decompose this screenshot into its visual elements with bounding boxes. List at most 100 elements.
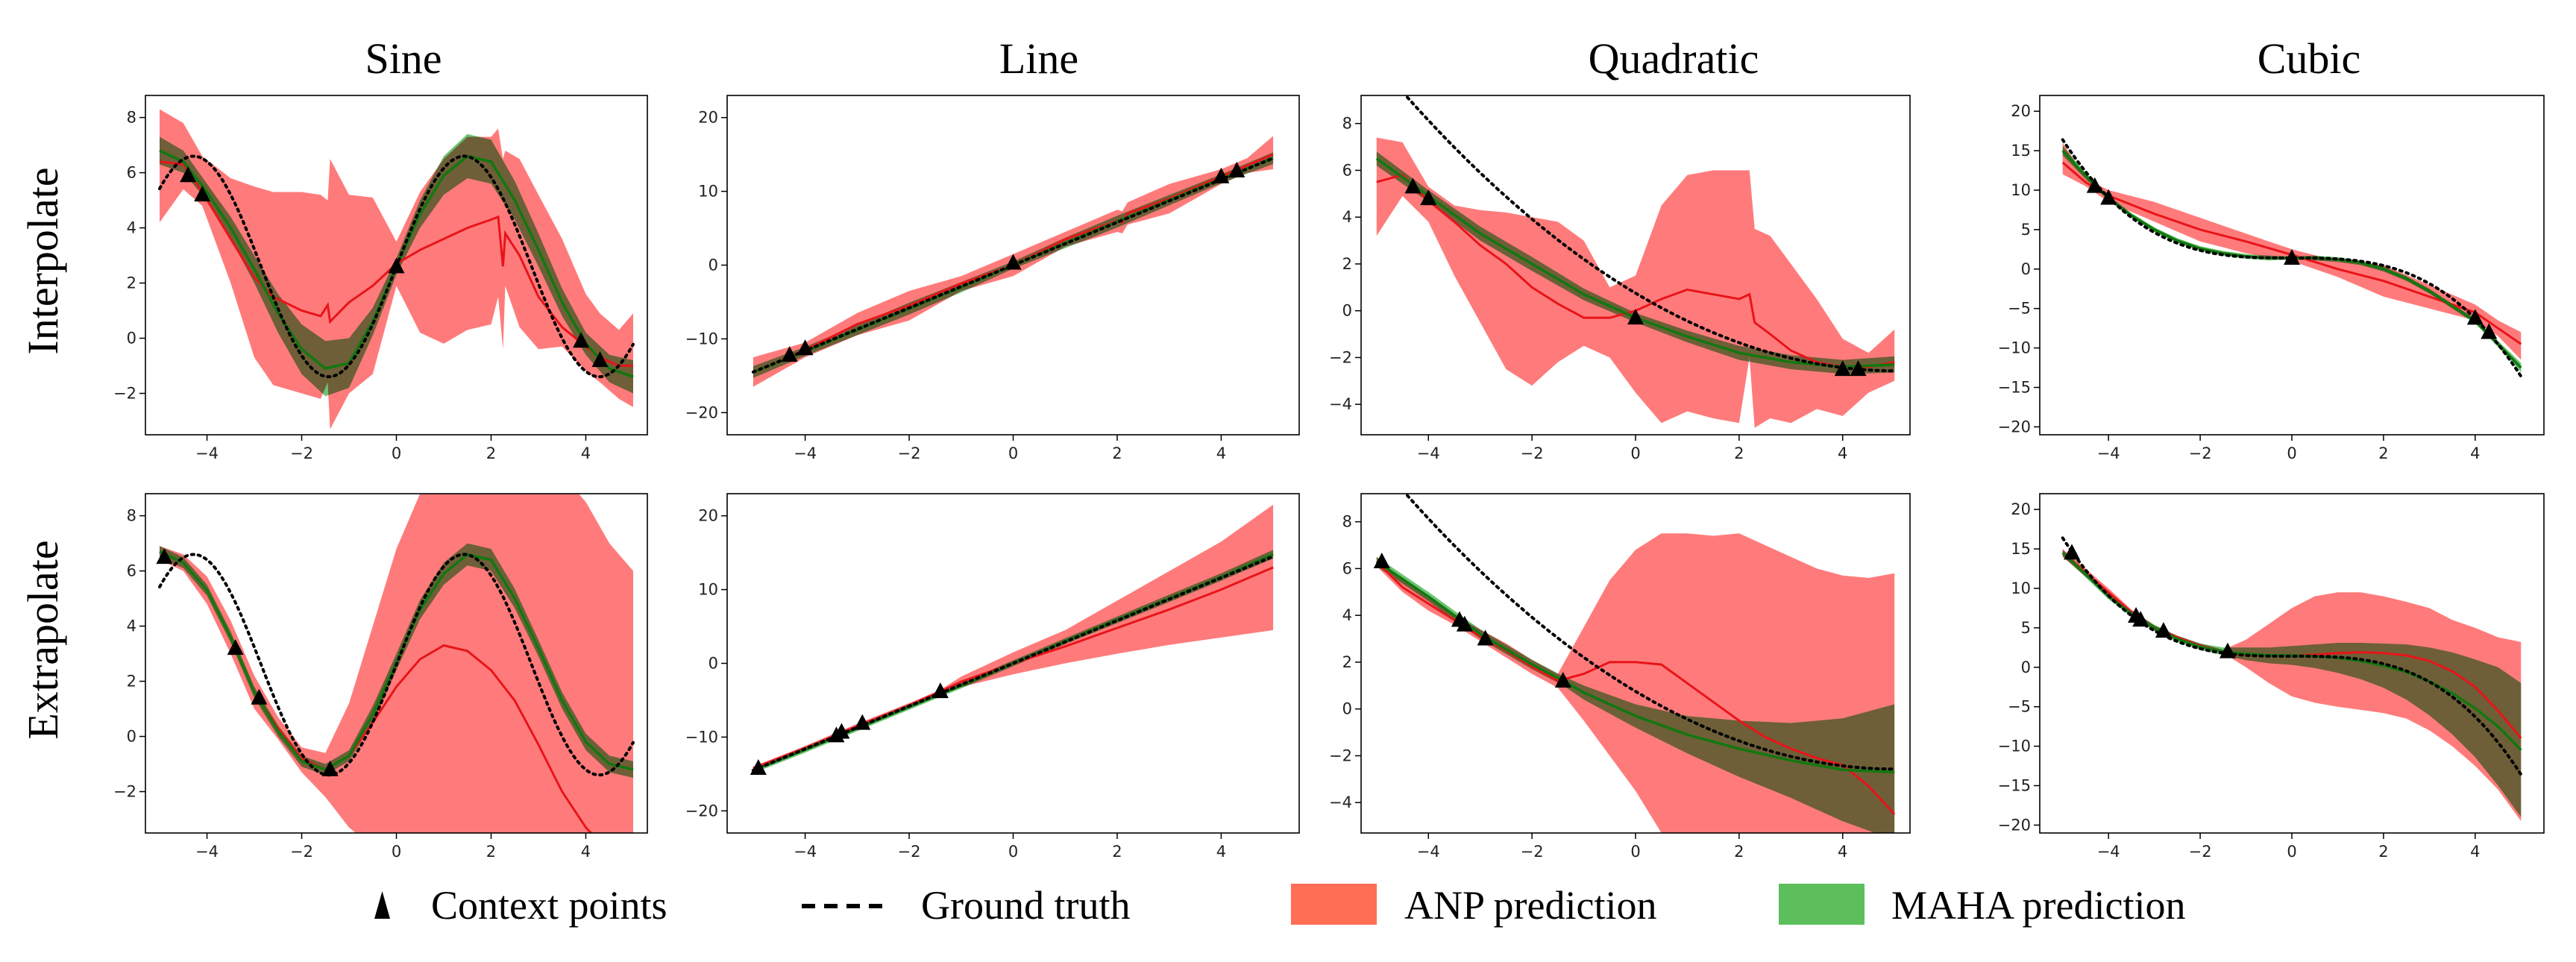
x-tick-label: −4 (195, 444, 219, 462)
ground-truth-line (158, 553, 635, 777)
x-tick-label: 0 (1008, 444, 1018, 462)
y-tick-label: 15 (2011, 540, 2031, 558)
y-tick-label: 0 (1342, 700, 1352, 718)
y-tick-label: −5 (2008, 300, 2031, 318)
legend-item-ground-truth: Ground truth (802, 883, 1130, 928)
subplot-sine-extrapolate: −4 −2 0 2 4 −2 0 2 4 6 8 (113, 493, 648, 861)
context-point-marker (194, 186, 211, 202)
context-point-marker (750, 758, 767, 775)
x-tick-label: −4 (794, 843, 817, 861)
y-tick-label: −15 (1998, 777, 2031, 795)
x-tick-label: 4 (2470, 444, 2480, 462)
x-tick-label: −2 (898, 444, 921, 462)
y-tick-label: 2 (1342, 653, 1352, 671)
y-tick-label: 15 (2011, 142, 2031, 160)
x-tick-label: 0 (2287, 843, 2296, 861)
context-point-marker (1456, 615, 1473, 632)
x-tick-label: −4 (1417, 843, 1440, 861)
context-point-marker (1834, 360, 1851, 377)
y-tick-label: 0 (127, 330, 136, 348)
column-titles: Sine Line Quadratic Cubic (365, 34, 2360, 83)
y-tick-label: 10 (2011, 579, 2031, 597)
y-tick-label: −20 (1998, 816, 2031, 834)
x-tick-label: −2 (290, 444, 313, 462)
context-point-marker (1005, 254, 1022, 270)
context-point-marker (1404, 177, 1421, 194)
y-tick-label: 6 (1342, 559, 1352, 577)
y-tick-label: 8 (1342, 513, 1352, 531)
y-tick-label: 0 (2021, 658, 2031, 676)
x-tick-label: 0 (2287, 444, 2296, 462)
maha-confidence-band (1376, 556, 1895, 833)
context-point-marker (932, 682, 949, 699)
x-tick-label: 0 (1630, 444, 1640, 462)
context-point-marker (1213, 167, 1230, 183)
row-labels: Interpolate Extrapolate (19, 167, 67, 739)
plot-area (2061, 138, 2523, 378)
legend-label-context-points: Context points (431, 883, 667, 928)
context-point-marker (1373, 553, 1390, 568)
plot-area (1373, 494, 1897, 833)
anp-mean-line (1376, 174, 1895, 368)
column-title-quadratic: Quadratic (1589, 34, 1759, 83)
column-title-sine: Sine (365, 34, 442, 83)
y-tick-label: −10 (685, 330, 718, 348)
y-tick-label: −5 (2008, 698, 2031, 716)
x-tick-label: 2 (1112, 444, 1122, 462)
context-point-marker (2466, 309, 2484, 325)
y-tick-label: 8 (127, 507, 136, 525)
legend-anp-patch (1291, 884, 1377, 925)
x-tick-label: 4 (1838, 843, 1847, 861)
y-tick-label: −2 (113, 783, 136, 801)
ground-truth-line (2061, 138, 2523, 378)
anp-mean-line (753, 153, 1274, 374)
context-point-marker (1627, 309, 1644, 325)
y-tick-label: 20 (2011, 102, 2031, 120)
plot-area (751, 136, 1275, 387)
y-tick-label: 8 (1342, 115, 1352, 133)
y-tick-label: 5 (2021, 619, 2031, 637)
legend-label-ground-truth: Ground truth (921, 883, 1130, 928)
plot-area (750, 504, 1275, 775)
x-tick-label: −2 (2189, 444, 2212, 462)
context-point-marker (2219, 642, 2236, 658)
context-point-marker (2132, 611, 2149, 627)
context-point-marker (781, 346, 798, 362)
context-point-marker (2064, 544, 2081, 560)
context-point-marker (156, 548, 173, 565)
plot-area (2061, 536, 2523, 822)
y-tick-label: 0 (709, 655, 718, 673)
context-point-marker (321, 760, 339, 776)
y-tick-label: 4 (1342, 208, 1352, 226)
context-point-marker (833, 723, 850, 739)
y-tick-label: 20 (698, 507, 718, 525)
x-tick-label: 4 (1838, 444, 1847, 462)
x-tick-label: 2 (486, 843, 496, 861)
x-tick-label: 2 (486, 444, 496, 462)
context-point-marker (1228, 161, 1245, 177)
y-tick-label: −15 (1998, 379, 2031, 397)
x-tick-label: 2 (1734, 444, 1744, 462)
y-tick-label: −20 (1998, 418, 2031, 436)
subplot-quadratic-interpolate: −4 −2 0 2 4 −4 −2 0 2 4 6 8 (1329, 95, 1911, 462)
context-point-marker (854, 714, 871, 730)
x-tick-label: 0 (1008, 843, 1018, 861)
context-point-marker (1554, 672, 1571, 688)
legend-label-anp-prediction: ANP prediction (1404, 883, 1656, 928)
subplot-sine-interpolate: −4 −2 0 2 4 −2 0 2 4 6 8 (113, 95, 648, 462)
ground-truth-line (1404, 494, 1897, 771)
context-point-marker (1477, 629, 1494, 646)
context-point-marker (2284, 248, 2300, 265)
x-tick-label: 2 (1734, 843, 1744, 861)
context-point-marker (2100, 189, 2117, 205)
y-tick-label: −10 (685, 728, 718, 746)
row-label-interpolate: Interpolate (19, 167, 67, 354)
x-tick-label: 0 (392, 843, 401, 861)
x-tick-label: −2 (898, 843, 921, 861)
x-tick-label: 4 (2470, 843, 2480, 861)
y-tick-label: 2 (1342, 255, 1352, 273)
x-tick-label: 4 (581, 843, 591, 861)
y-tick-label: 0 (127, 728, 136, 746)
